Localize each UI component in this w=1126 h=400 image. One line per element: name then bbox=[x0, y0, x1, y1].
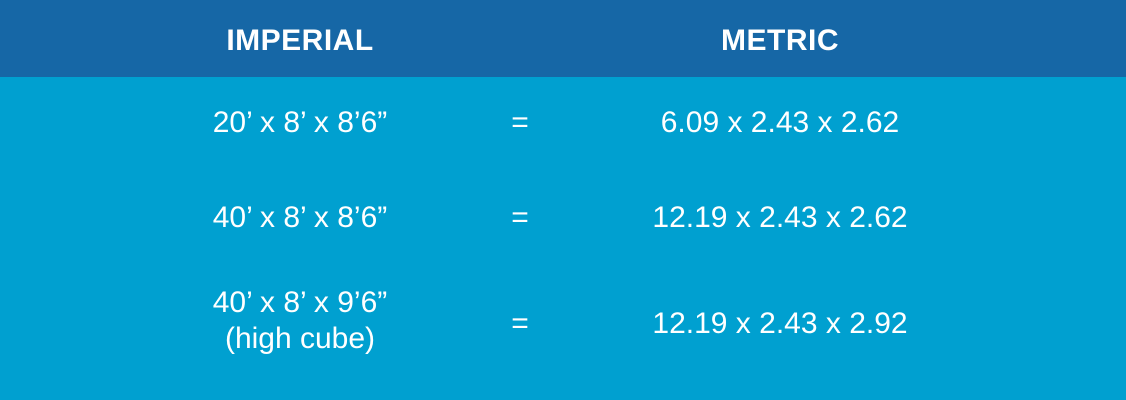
equals-sign: = bbox=[511, 201, 529, 234]
metric-dimensions: 12.19 x 2.43 x 2.62 bbox=[652, 201, 908, 234]
metric-dimensions: 6.09 x 2.43 x 2.62 bbox=[660, 106, 900, 139]
imperial-dimensions: 20’ x 8’ x 8’6” bbox=[212, 106, 388, 139]
imperial-dimensions: 40’ x 8’ x 9’6” bbox=[212, 286, 388, 319]
imperial-dimensions-block: 40’ x 8’ x 9’6” (high cube) bbox=[150, 285, 450, 357]
table-header: IMPERIAL METRIC bbox=[0, 0, 1126, 77]
high-cube-note: (high cube) bbox=[224, 322, 376, 355]
metric-dimensions: 12.19 x 2.43 x 2.92 bbox=[652, 307, 908, 340]
metric-column-header: METRIC bbox=[721, 24, 839, 57]
table-body: 20’ x 8’ x 8’6” = 6.09 x 2.43 x 2.62 40’… bbox=[0, 77, 1126, 400]
equals-sign: = bbox=[511, 106, 529, 139]
equals-sign: = bbox=[511, 307, 529, 340]
imperial-column-header: IMPERIAL bbox=[226, 24, 374, 57]
imperial-dimensions: 40’ x 8’ x 8’6” bbox=[212, 201, 388, 234]
